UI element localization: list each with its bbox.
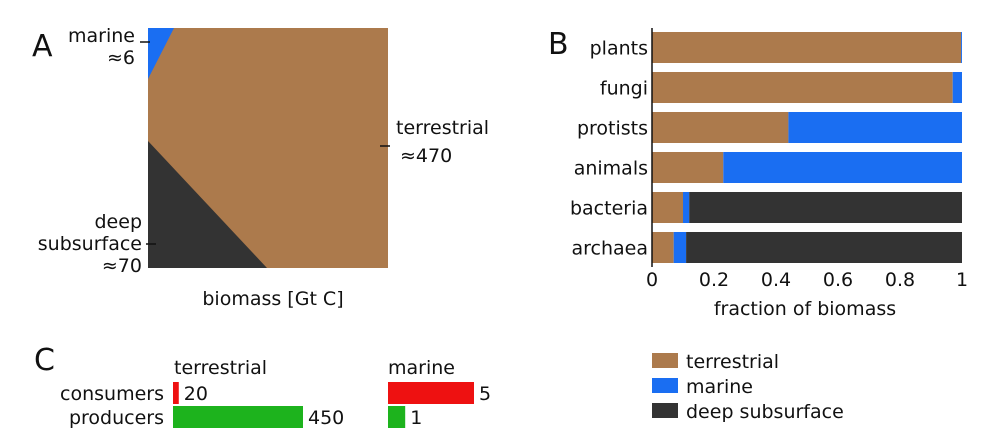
value-consumers-terrestrial: 20 [184,383,208,405]
x-tick-label: 0.6 [823,269,853,291]
row-label-consumers: consumers [60,383,164,405]
bar-producers-marine [388,406,406,428]
x-tick-label: 0 [646,269,658,291]
panel-b: B plants fungi protists animals bacteria arch… [548,27,968,320]
stacked-bars [652,32,962,263]
category-label-animals: animals [574,158,648,180]
legend-swatch-terrestrial [652,353,678,368]
bar-archaea-deep-subsurface [686,232,962,263]
bar-bacteria-marine [683,192,690,223]
bar-fungi-terrestrial [652,72,953,103]
panel-c-bars: 20 450 5 1 [173,382,491,429]
category-label-protists: protists [577,118,648,140]
bar-protists-marine [788,112,962,143]
area-deep-subsurface [148,141,267,268]
bar-animals-terrestrial [652,152,724,183]
category-label-fungi: fungi [600,78,648,100]
group-title-terrestrial: terrestrial [174,357,267,379]
panel-a: A marine ≈6 terrestrial ≈470 deep subsur… [32,25,489,310]
category-label-bacteria: bacteria [570,198,648,220]
panel-a-xlabel: biomass [Gt C] [202,288,343,310]
bar-archaea-terrestrial [652,232,674,263]
label-terrestrial: terrestrial [396,117,489,139]
value-consumers-marine: 5 [479,383,491,405]
x-tick-label: 1 [956,269,968,291]
bar-plants-terrestrial [652,32,962,63]
bar-bacteria-terrestrial [652,192,683,223]
legend-swatch-deep-subsurface [652,403,678,418]
group-title-marine: marine [388,357,455,379]
value-terrestrial: ≈470 [400,145,452,167]
x-ticks: 0 0.2 0.4 0.6 0.8 1 [646,269,968,291]
value-deep-subsurface: ≈70 [102,255,142,277]
bar-bacteria-deep-subsurface [689,192,962,223]
category-labels: plants fungi protists animals bacteria archae… [570,38,648,260]
legend-label-deep-subsurface: deep subsurface [686,401,844,423]
panel-c-letter: C [34,343,55,378]
legend-label-terrestrial: terrestrial [686,351,779,373]
panel-b-xlabel: fraction of biomass [714,298,896,320]
bar-plants-marine [961,32,962,63]
panel-c: C terrestrial marine consumers producers… [34,343,491,429]
area-marine [148,28,174,79]
x-tick-label: 0.8 [885,269,915,291]
bar-consumers-marine [388,382,474,404]
x-tick-label: 0.4 [761,269,791,291]
bar-protists-terrestrial [652,112,789,143]
row-label-producers: producers [69,407,164,429]
category-label-archaea: archaea [571,238,648,260]
bar-consumers-terrestrial [173,382,179,404]
value-marine: ≈6 [107,47,135,69]
label-marine: marine [68,25,135,47]
x-tick-label: 0.2 [699,269,729,291]
value-producers-marine: 1 [410,407,422,429]
bar-fungi-marine [952,72,962,103]
bar-archaea-marine [673,232,687,263]
panel-b-letter: B [548,27,569,62]
value-producers-terrestrial: 450 [308,407,344,429]
legend-swatch-marine [652,378,678,393]
label-subsurface: subsurface [38,233,142,255]
bar-producers-terrestrial [173,406,303,428]
category-label-plants: plants [590,38,648,60]
panel-a-letter: A [32,29,53,64]
legend: terrestrial marine deep subsurface [652,351,844,423]
bar-animals-marine [723,152,962,183]
legend-label-marine: marine [686,376,753,398]
label-deep: deep [95,211,143,233]
